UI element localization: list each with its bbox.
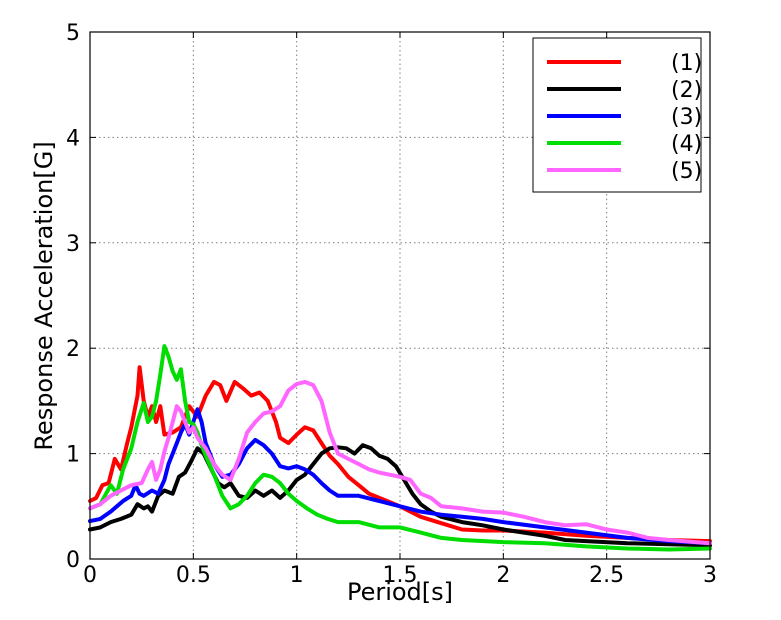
x-tick-label: 2.5 <box>589 563 624 588</box>
legend-label: (4) <box>671 132 702 157</box>
legend: (1)(2)(3)(4)(5) <box>532 37 702 193</box>
y-tick-label: 5 <box>66 21 80 46</box>
legend-label: (2) <box>671 78 702 103</box>
y-tick-label: 1 <box>66 443 80 468</box>
series-line-1 <box>88 365 712 544</box>
series-line-4 <box>88 344 712 552</box>
y-tick-label: 4 <box>66 126 80 151</box>
y-tick-label: 0 <box>66 548 80 573</box>
axis-ticks: 0 0.5 1 1.5 2 2.5 3 0 1 2 3 4 5 <box>66 21 717 588</box>
x-tick-label: 3 <box>703 563 717 588</box>
y-tick-label: 2 <box>66 337 80 362</box>
legend-label: (5) <box>671 159 702 184</box>
legend-label: (3) <box>671 105 702 130</box>
y-tick-label: 3 <box>66 232 80 257</box>
x-axis-title: Period[s] <box>347 578 453 606</box>
legend-label: (1) <box>671 51 702 76</box>
x-tick-label: 1.5 <box>383 563 418 588</box>
x-tick-label: 2 <box>496 563 510 588</box>
series-lines <box>88 344 712 552</box>
y-axis-title: Response Acceleration[G] <box>30 141 58 450</box>
x-tick-label: 1 <box>290 563 304 588</box>
x-tick-label: 0 <box>83 563 97 588</box>
series-line-5 <box>88 379 712 546</box>
x-tick-label: 0.5 <box>176 563 211 588</box>
